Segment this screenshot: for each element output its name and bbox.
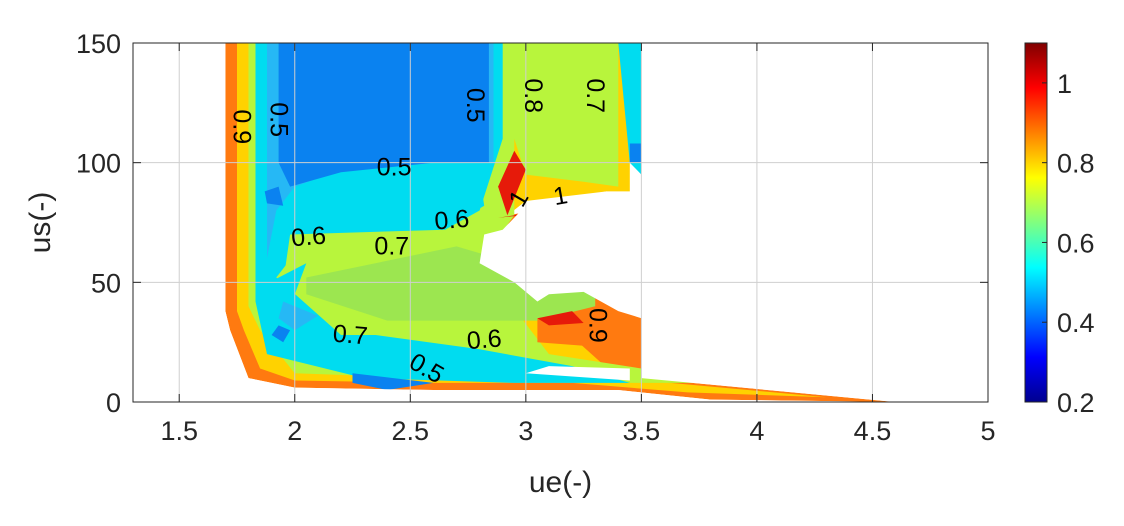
contour-label: 1 <box>551 181 570 211</box>
colorbar-tick-label: 0.6 <box>1057 228 1095 258</box>
contour-label: 0.7 <box>374 232 409 260</box>
x-tick-label: 2.5 <box>392 416 430 446</box>
contour-region-9 <box>271 325 291 343</box>
x-axis-label: ue(-) <box>529 466 592 499</box>
colorbar-tick-label: 0.4 <box>1057 308 1095 338</box>
blank-region-0 <box>479 191 642 319</box>
x-tick-label: 3.5 <box>623 416 661 446</box>
colorbar <box>1024 42 1048 403</box>
y-axis-ticks: 0 50 100 150 <box>76 29 988 418</box>
contour-label: 0.7 <box>581 78 609 113</box>
x-tick-label: 2 <box>287 416 302 446</box>
blank-region-3 <box>525 366 630 381</box>
x-tick-label: 4.5 <box>854 416 892 446</box>
x-tick-label: 5 <box>980 416 995 446</box>
blank-region-2 <box>641 43 988 402</box>
y-tick-label: 150 <box>76 29 121 59</box>
contour-region-18 <box>498 150 526 216</box>
colorbar-ticks: 0.2 0.4 0.6 0.8 1 <box>1042 69 1095 418</box>
y-tick-label: 50 <box>91 268 121 298</box>
contour-region-14 <box>306 246 596 321</box>
contour-region-8 <box>264 186 284 206</box>
x-axis-ticks: 1.5 2 2.5 3 3.5 4 4.5 5 <box>160 43 996 446</box>
contour-label: 0.7 <box>332 320 369 351</box>
colorbar-tick-label: 0.2 <box>1057 388 1095 418</box>
contour-label: 0.9 <box>228 109 256 144</box>
contour-label: 0.9 <box>584 308 612 343</box>
contour-label: 0.5 <box>461 88 489 123</box>
contour-region-6 <box>278 301 318 331</box>
contour-label: 0.6 <box>433 205 470 236</box>
y-axis-label: us(-) <box>24 192 57 254</box>
contour-region-10 <box>352 373 434 390</box>
contour-fills <box>133 43 988 402</box>
y-tick-label: 0 <box>106 388 121 418</box>
contour-label: 0.8 <box>519 78 547 113</box>
plot-frame <box>132 42 989 403</box>
x-tick-label: 3 <box>518 416 533 446</box>
contour-region-4 <box>618 43 642 175</box>
blank-region-1 <box>133 43 896 402</box>
colorbar-tick-label: 1 <box>1057 69 1072 99</box>
contour-label: 0.5 <box>265 102 293 137</box>
contour-label: 0.6 <box>466 324 503 355</box>
x-tick-label: 4 <box>749 416 764 446</box>
contour-region-11 <box>629 143 642 163</box>
contour-region-19 <box>537 311 584 326</box>
contour-region-7 <box>278 43 489 187</box>
colorbar-tick-label: 0.8 <box>1057 149 1095 179</box>
contour-region-12 <box>294 165 485 216</box>
y-tick-label: 100 <box>76 149 121 179</box>
contour-label: 0.6 <box>290 221 327 252</box>
x-tick-label: 1.5 <box>160 416 198 446</box>
contour-label: 0.5 <box>377 154 412 182</box>
